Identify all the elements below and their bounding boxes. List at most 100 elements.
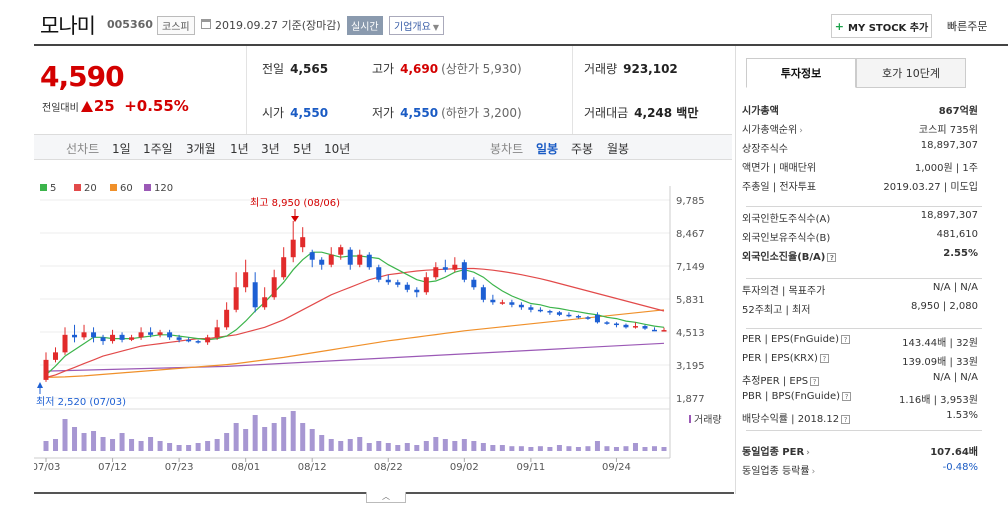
ma20-line <box>45 267 665 378</box>
period-1d[interactable]: 1일 <box>112 142 131 156</box>
volume-bar <box>186 445 192 451</box>
volume-bar <box>72 427 78 451</box>
volume-bar <box>53 439 59 451</box>
period-1w[interactable]: 1주일 <box>143 142 173 156</box>
candle-body <box>490 299 496 303</box>
candle-body <box>585 317 591 319</box>
info-label: 동일업종 PER <box>742 447 805 458</box>
change-percent: +0.55% <box>124 97 189 115</box>
volume-bar <box>148 437 154 451</box>
collapse-button[interactable]: ︿ <box>366 492 406 503</box>
candle-body <box>338 247 344 255</box>
help-icon[interactable]: ? <box>841 415 851 424</box>
high-arrow-head <box>291 216 299 222</box>
chevron-down-icon: ▼ <box>432 23 439 32</box>
current-price: 4,590 <box>40 60 125 93</box>
volume-bar <box>233 423 239 451</box>
legend-swatch <box>40 184 47 191</box>
candle-body <box>632 326 638 328</box>
change-value: 25 <box>93 97 115 115</box>
tab-investment-info[interactable]: 투자정보 <box>746 58 856 88</box>
info-value: 1,000원 | 1주 <box>914 163 978 174</box>
candle-weekly[interactable]: 주봉 <box>571 142 594 156</box>
volume-bar <box>547 447 553 451</box>
volume-bar <box>452 441 458 451</box>
info-label: 투자의견 | 목표주가 <box>742 286 826 297</box>
candle-body <box>518 304 524 308</box>
help-icon[interactable]: ? <box>842 392 852 401</box>
candle-body <box>547 311 553 313</box>
info-value: 2019.03.27 | 미도입 <box>883 182 978 193</box>
help-icon[interactable]: ? <box>810 377 820 386</box>
y-tick-label: 3,195 <box>676 361 705 372</box>
help-icon[interactable]: ? <box>840 335 850 344</box>
volume-bar <box>357 437 363 451</box>
period-10y[interactable]: 10년 <box>324 142 351 156</box>
low-annotation: 최저 2,520 (07/03) <box>36 396 126 408</box>
stat-label: 시가 <box>262 106 285 120</box>
period-3m[interactable]: 3개월 <box>186 142 216 156</box>
candle-body <box>72 334 78 338</box>
volume-bar <box>81 433 87 451</box>
help-icon[interactable]: ? <box>819 354 829 363</box>
volume-label: 거래량 <box>694 414 722 426</box>
info-row: 외국인보유주식수(B) 481,610 <box>742 229 978 248</box>
info-label: 52주최고 | 최저 <box>742 305 811 316</box>
add-mystock-label: MY STOCK 추가 <box>848 22 929 34</box>
info-value: N/A | N/A <box>932 372 978 383</box>
candle-body <box>452 264 458 270</box>
stat-amount: 거래대금 4,248 백만 <box>584 104 698 121</box>
candle-body <box>214 327 220 338</box>
help-icon[interactable]: ? <box>827 253 837 262</box>
panel-tabs: 투자정보 호가 10단계 <box>746 58 996 88</box>
company-info-dropdown[interactable]: 기업개요 ▼ <box>389 16 444 35</box>
volume-bar <box>480 443 486 451</box>
volume-bar <box>281 417 287 451</box>
info-row: PER | EPS(FnGuide)? 143.44배 | 32원 <box>742 334 978 353</box>
volume-bar <box>309 429 315 451</box>
chevron-right-icon[interactable]: › <box>811 467 816 477</box>
stat-value: 4,248 백만 <box>634 106 699 120</box>
period-3y[interactable]: 3년 <box>261 142 280 156</box>
info-label: 추정PER | EPS <box>742 376 809 387</box>
candle-body <box>414 289 420 293</box>
y-tick-label: 4,513 <box>676 328 705 339</box>
volume-bar <box>300 423 306 451</box>
section-divider <box>746 206 982 207</box>
volume-bar <box>575 447 581 451</box>
volume-bar <box>43 441 49 451</box>
candle-body <box>233 287 239 310</box>
candle-chart-label[interactable]: 봉차트 <box>490 142 524 156</box>
quick-order-link[interactable]: 빠른주문 <box>947 20 988 33</box>
x-tick-label: 07/23 <box>165 462 194 472</box>
line-chart-label[interactable]: 선차트 <box>66 142 100 156</box>
candle-body <box>62 334 68 353</box>
tab-hoga[interactable]: 호가 10단계 <box>856 58 966 88</box>
realtime-button[interactable]: 실시간 <box>347 16 383 35</box>
candle-body <box>480 287 486 300</box>
stat-value: 4,550 <box>400 106 439 120</box>
volume-bar <box>290 411 296 451</box>
upper-limit: (상한가 5,930) <box>441 62 522 76</box>
stock-chart[interactable]: 9,785 8,467 7,149 5,831 4,513 3,195 1,877 5 20 60… <box>34 176 732 472</box>
stat-value: 4,550 <box>290 106 329 120</box>
candle-body <box>366 254 372 268</box>
candle-body <box>148 332 154 335</box>
info-value: 1.53% <box>946 410 978 421</box>
period-1y[interactable]: 1년 <box>230 142 249 156</box>
chevron-right-icon[interactable]: › <box>799 126 803 136</box>
candle-body <box>575 316 581 318</box>
volume-bar <box>119 433 125 451</box>
x-tick-label: 08/22 <box>374 462 403 472</box>
info-row: PER | EPS(KRX)? 139.09배 | 33원 <box>742 353 978 372</box>
volume-bar <box>404 443 410 451</box>
investment-info-panel: 투자정보 호가 10단계 시가총액 867억원 시가총액순위 › 코스피 735위 상장주… <box>735 46 1008 494</box>
candle-body <box>395 282 401 285</box>
volume-bar <box>528 447 534 451</box>
candle-daily[interactable]: 일봉 <box>536 142 559 156</box>
add-mystock-button[interactable]: + MY STOCK 추가 <box>831 14 932 38</box>
candle-monthly[interactable]: 월봉 <box>607 142 630 156</box>
ma120-line <box>45 342 665 372</box>
period-5y[interactable]: 5년 <box>293 142 312 156</box>
chevron-right-icon[interactable]: › <box>806 448 810 458</box>
